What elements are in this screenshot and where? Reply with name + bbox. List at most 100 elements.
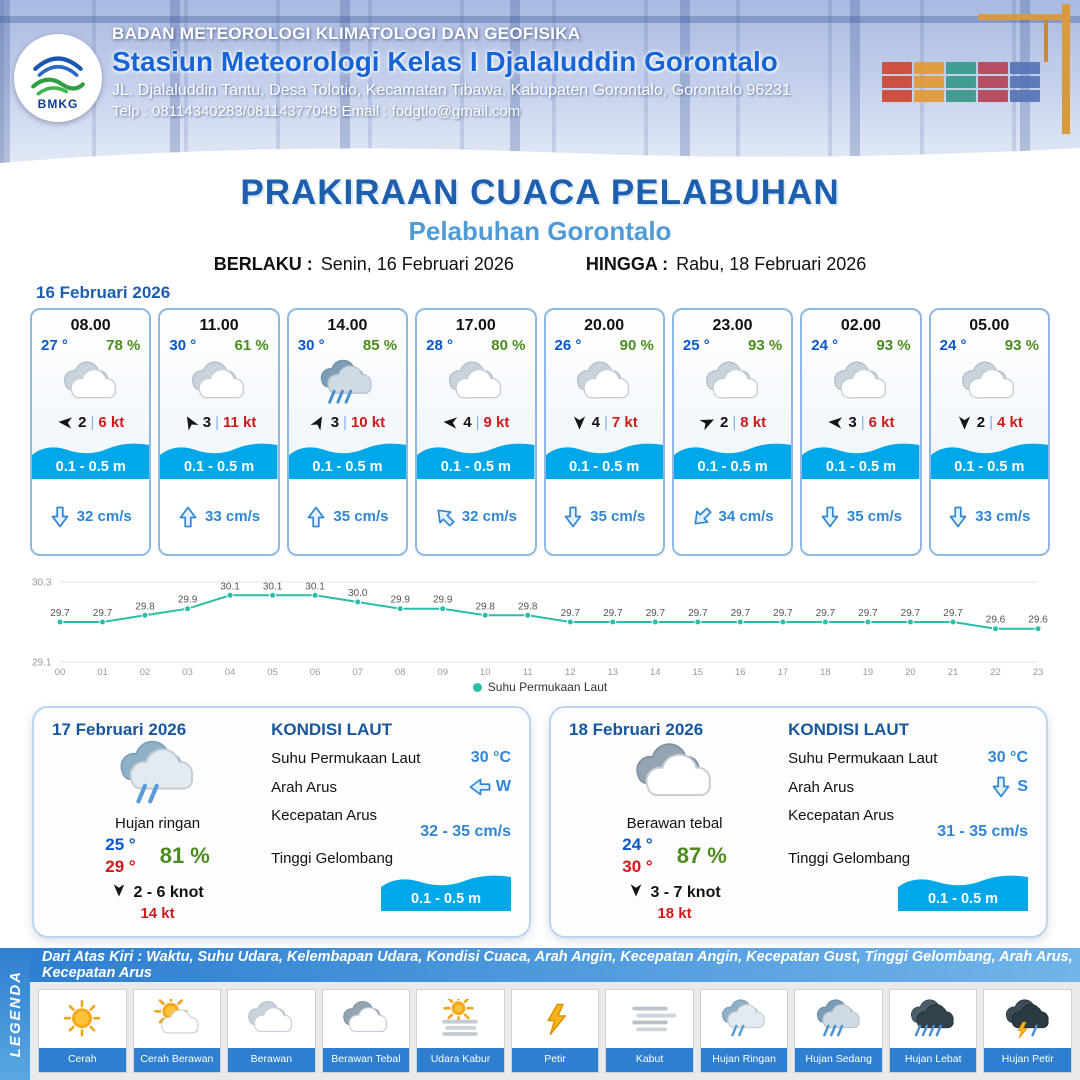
svg-text:29.7: 29.7 <box>93 608 113 619</box>
current-direction-icon <box>435 506 455 528</box>
petir-icon <box>512 990 599 1048</box>
wave-height-value: 0.1 - 0.5 m <box>569 459 640 475</box>
forecast-time: 11.00 <box>199 317 239 334</box>
bmkg-logo: BMKG <box>14 34 102 122</box>
svg-text:04: 04 <box>225 667 236 678</box>
weather-condition: Hujan ringan <box>115 815 201 832</box>
legend-items-row: Cerah Cerah Berawan Berawan Berawan Tebal Ud… <box>30 982 1080 1080</box>
wind-row: 3 | 10 kt <box>310 414 385 431</box>
hujan-lebat-icon <box>890 990 977 1048</box>
svg-text:10: 10 <box>480 667 491 678</box>
current-direction: W <box>469 776 511 798</box>
legend-item-label: Kabut <box>606 1048 693 1072</box>
svg-text:20: 20 <box>905 667 916 678</box>
weather-icon-berawan <box>829 354 893 412</box>
forecast-card-23.00: 23.00 25 ° 93 % 2 | 8 kt 0.1 - 0.5 m 34 cm/s <box>671 308 794 556</box>
wind-row: 2 | 4 kt <box>956 414 1023 431</box>
current-direction-icon <box>991 776 1011 798</box>
svg-text:03: 03 <box>182 667 193 678</box>
svg-text:18: 18 <box>820 667 831 678</box>
forecast-time: 02.00 <box>840 317 881 334</box>
current-row: 35 cm/s <box>545 479 663 554</box>
wind-direction-icon <box>182 414 199 431</box>
berlaku-value: Senin, 16 Februari 2026 <box>320 254 514 274</box>
wind-row: 4 | 9 kt <box>442 414 509 431</box>
svg-text:14: 14 <box>650 667 661 678</box>
forecast-card-05.00: 05.00 24 ° 93 % 2 | 4 kt 0.1 - 0.5 m 33 cm/s <box>928 308 1050 556</box>
current-speed-label: Kecepatan Arus <box>271 807 378 824</box>
udara-kabur-icon <box>417 990 504 1048</box>
svg-text:06: 06 <box>310 667 321 678</box>
wind-row: 2 - 6 knot <box>111 882 204 903</box>
header-wave-divider <box>0 148 1080 163</box>
temp-min: 24 ° <box>622 835 653 854</box>
title-block: PRAKIRAAN CUACA PELABUHAN Pelabuhan Goro… <box>0 163 1080 275</box>
wind-direction-icon <box>310 414 327 431</box>
station-address: JL. Djalaluddin Tantu, Desa Tolotio, Kec… <box>112 82 791 99</box>
legend-item-hujan-petir: Hujan Petir <box>983 989 1073 1073</box>
wind-speed: 8 kt <box>740 414 767 431</box>
forecast-time: 20.00 <box>584 317 625 334</box>
svg-text:13: 13 <box>608 667 619 678</box>
svg-text:29.7: 29.7 <box>773 608 793 619</box>
humidity: 85 % <box>362 337 398 354</box>
weather-icon-berawan <box>187 354 251 412</box>
current-direction-label: Arah Arus <box>788 778 854 796</box>
humidity: 81 % <box>159 843 210 868</box>
current-speed: 32 cm/s <box>461 508 517 525</box>
humidity: 93 % <box>748 337 783 354</box>
weather-icon-berawan <box>701 354 765 412</box>
svg-text:30.1: 30.1 <box>220 581 240 592</box>
bmkg-logo-text: BMKG <box>37 97 79 111</box>
sea-conditions-title: KONDISI LAUT <box>271 720 393 739</box>
wind-row: 3 - 7 knot <box>628 882 721 903</box>
svg-text:29.8: 29.8 <box>135 601 155 612</box>
legend-item-label: Hujan Ringan <box>700 1048 788 1072</box>
wind-force: 2 <box>78 414 87 431</box>
wind-direction-icon <box>628 882 644 903</box>
wind-row: 2 | 8 kt <box>699 414 766 431</box>
svg-text:30.0: 30.0 <box>348 588 368 599</box>
current-row: 32 cm/s <box>417 479 535 554</box>
legenda-label: LEGENDA <box>6 970 24 1058</box>
wind-range: 2 - 6 knot <box>133 883 204 901</box>
svg-text:08: 08 <box>395 667 406 678</box>
berawan-tebal-icon <box>323 990 410 1048</box>
svg-text:29.8: 29.8 <box>518 601 538 612</box>
sst-label: Suhu Permukaan Laut <box>788 749 938 767</box>
gust-speed: 18 kt <box>657 905 692 922</box>
current-direction-icon <box>178 506 198 528</box>
current-direction-icon <box>692 506 712 528</box>
page-title: PRAKIRAAN CUACA PELABUHAN <box>240 173 840 212</box>
svg-text:29.9: 29.9 <box>433 595 453 606</box>
hujan-petir-icon <box>984 990 1071 1048</box>
temp-max: 30 ° <box>622 857 653 876</box>
svg-text:17: 17 <box>778 667 789 678</box>
wind-direction-icon <box>442 414 459 431</box>
svg-text:29.6: 29.6 <box>986 615 1006 626</box>
wind-force: 2 <box>720 414 729 431</box>
wind-force: 4 <box>463 414 472 431</box>
weather-icon-berawan <box>957 354 1021 412</box>
svg-text:00: 00 <box>55 667 66 678</box>
header-text: BADAN METEOROLOGI KLIMATOLOGI DAN GEOFIS… <box>112 0 1080 120</box>
day-summary-card: 17 Februari 2026 Hujan ringan 25 ° 29 ° 81 %… <box>32 706 531 938</box>
air-temperature: 30 ° <box>297 337 325 354</box>
current-speed-label: Kecepatan Arus <box>788 807 895 824</box>
svg-text:29.7: 29.7 <box>561 608 581 619</box>
weather-icon-hujan-ringan <box>108 740 208 813</box>
header: BMKG BADAN METEOROLOGI KLIMATOLOGI DAN G… <box>0 0 1080 163</box>
forecast-card-14.00: 14.00 30 ° 85 % 3 | 10 kt 0.1 - 0.5 m 35 cm/s <box>286 308 409 556</box>
svg-text:29.7: 29.7 <box>50 608 70 619</box>
svg-text:30.1: 30.1 <box>305 581 325 592</box>
cerah-icon <box>39 990 126 1048</box>
current-row: 33 cm/s <box>930 479 1048 554</box>
svg-text:29.9: 29.9 <box>178 595 198 606</box>
forecast-card-08.00: 08.00 27 ° 78 % 2 | 6 kt 0.1 - 0.5 m 32 cm/s <box>30 308 152 556</box>
kabut-icon <box>606 990 693 1048</box>
wave-height-band: 0.1 - 0.5 m <box>673 437 792 479</box>
hujan-sedang-icon <box>795 990 882 1048</box>
current-direction: S <box>991 776 1028 798</box>
crane-illustration <box>978 4 1070 134</box>
sea-conditions-title: KONDISI LAUT <box>788 720 910 739</box>
